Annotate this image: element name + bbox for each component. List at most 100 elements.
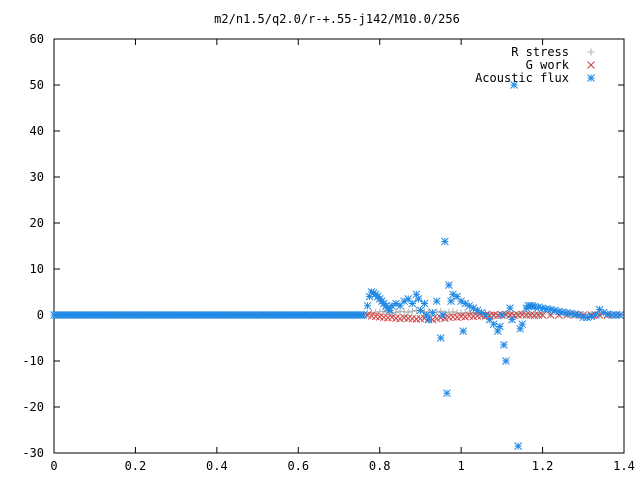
data-point-stroke <box>616 311 624 319</box>
data-point <box>508 315 516 324</box>
data-point-stroke <box>587 312 596 321</box>
data-point-stroke <box>408 314 417 323</box>
data-point <box>392 308 400 316</box>
data-point <box>359 311 368 319</box>
data-point-stroke <box>495 322 504 331</box>
data-point-stroke <box>538 311 547 319</box>
data-point-stroke <box>555 307 563 316</box>
data-point <box>539 310 547 318</box>
data-point-stroke <box>457 297 465 306</box>
data-point-stroke <box>465 312 474 320</box>
data-point <box>396 301 404 310</box>
data-point-stroke <box>469 304 478 312</box>
data-point-stroke <box>449 312 457 321</box>
data-point-stroke <box>559 308 567 317</box>
data-point <box>416 306 425 315</box>
data-point-stroke <box>591 311 600 319</box>
data-point-stroke <box>477 308 486 317</box>
data-point-stroke <box>392 314 400 323</box>
data-point-stroke <box>363 301 372 310</box>
data-point-stroke <box>388 313 396 322</box>
data-point-stroke <box>420 299 429 308</box>
data-marks <box>50 81 624 450</box>
data-point-stroke <box>571 310 579 318</box>
legend-marker-stroke <box>587 61 595 69</box>
x-tick-label: 0.4 <box>206 459 228 473</box>
y-tick-label: 40 <box>30 124 44 138</box>
data-point-stroke <box>441 237 449 246</box>
data-point-stroke <box>392 299 400 308</box>
data-point-stroke <box>379 313 388 322</box>
data-point-stroke <box>424 315 433 324</box>
y-tick-label: 50 <box>30 78 44 92</box>
data-point-stroke <box>449 290 457 299</box>
data-point <box>380 307 388 315</box>
legend-marker-stroke <box>587 74 595 82</box>
data-point-stroke <box>457 312 465 321</box>
series-2 <box>50 81 624 450</box>
legend-marker <box>587 74 595 82</box>
data-point <box>500 341 508 349</box>
data-point-stroke <box>518 310 527 319</box>
data-point-stroke <box>408 299 417 308</box>
data-point-stroke <box>438 311 447 319</box>
data-point <box>438 311 447 319</box>
data-point-stroke <box>436 334 445 342</box>
legend-label: R stress <box>511 45 569 59</box>
data-point-stroke <box>502 357 510 365</box>
data-point-stroke <box>371 312 380 321</box>
data-point <box>443 389 451 398</box>
data-point-stroke <box>599 308 608 317</box>
data-point-stroke <box>595 305 604 314</box>
data-point <box>518 320 527 329</box>
x-tick-label: 1 <box>458 459 465 473</box>
data-point-stroke <box>534 303 543 312</box>
x-tick-label: 1.2 <box>532 459 554 473</box>
data-point <box>506 304 514 312</box>
data-point-stroke <box>518 320 527 329</box>
data-point-stroke <box>514 442 522 450</box>
data-point <box>420 299 429 308</box>
y-tick-label: 30 <box>30 170 44 184</box>
legend-marker <box>587 48 595 56</box>
data-point <box>583 313 592 322</box>
legend-label: Acoustic flux <box>475 71 569 85</box>
plot-frame <box>53 38 625 454</box>
data-point-stroke <box>489 320 498 329</box>
data-point-stroke <box>506 311 514 319</box>
data-point <box>445 281 453 289</box>
data-point-stroke <box>400 313 408 322</box>
data-point-stroke <box>404 295 413 303</box>
data-point-stroke <box>500 341 508 349</box>
data-point <box>616 311 624 319</box>
data-point <box>595 305 604 314</box>
data-point-stroke <box>563 308 571 317</box>
data-point-stroke <box>542 305 551 313</box>
data-point-stroke <box>404 314 413 323</box>
chart-title: m2/n1.5/q2.0/r-+.55-j142/M10.0/256 <box>214 12 460 26</box>
y-tick-label: 10 <box>30 262 44 276</box>
data-point-stroke <box>465 301 474 310</box>
data-point-stroke <box>447 297 455 306</box>
data-point-stroke <box>422 311 431 319</box>
legend-label: G work <box>526 58 570 72</box>
data-point-stroke <box>481 311 490 319</box>
data-point <box>424 315 433 324</box>
y-tick-label: 60 <box>30 32 44 46</box>
data-point-stroke <box>498 311 506 319</box>
data-point-stroke <box>445 281 453 289</box>
data-point <box>408 299 417 308</box>
data-point <box>514 442 522 450</box>
x-tick-label: 0.2 <box>125 459 147 473</box>
x-tick-label: 0.8 <box>369 459 391 473</box>
data-point-stroke <box>506 304 514 312</box>
data-point-stroke <box>530 302 539 311</box>
data-point <box>465 308 473 316</box>
data-point <box>550 306 559 315</box>
data-point-stroke <box>485 315 494 324</box>
data-point-stroke <box>459 327 468 335</box>
data-point <box>447 297 455 306</box>
data-point <box>459 327 468 335</box>
data-point <box>495 322 504 331</box>
data-point-stroke <box>375 312 384 321</box>
